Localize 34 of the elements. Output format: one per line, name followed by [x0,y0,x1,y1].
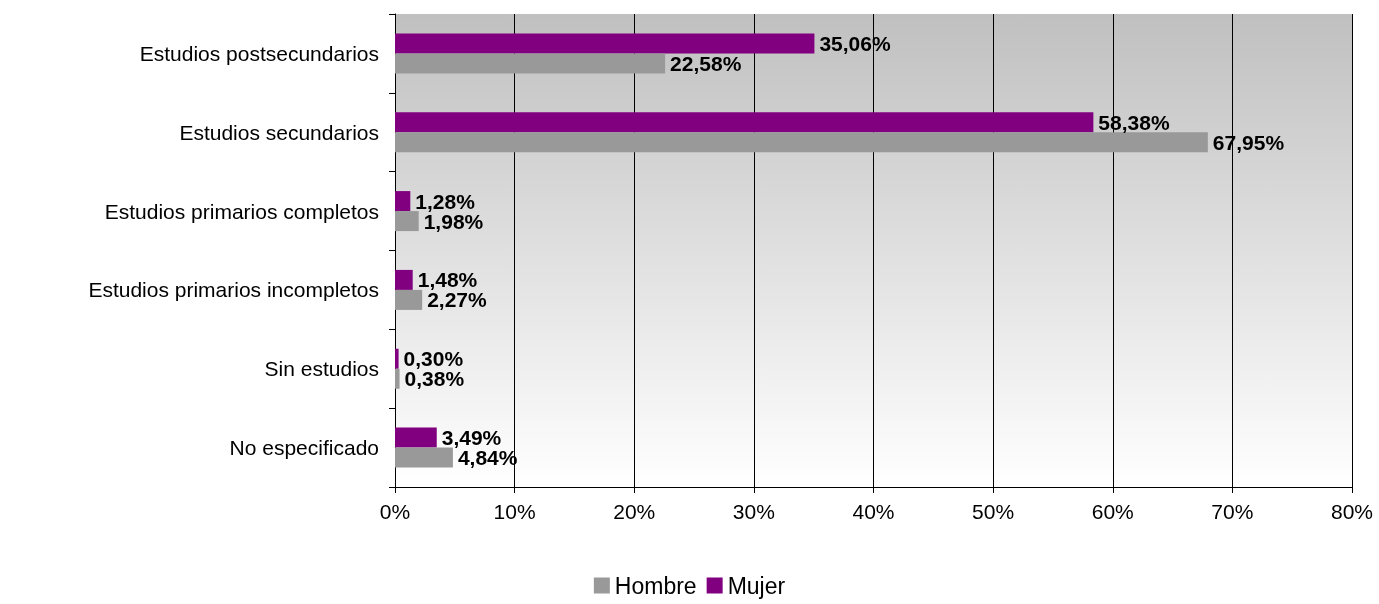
x-tick-label: 20% [613,500,656,523]
bar [395,132,1208,153]
bar [395,447,453,468]
data-label: 22,58% [670,51,742,75]
y-tick-label: Estudios secundarios [179,120,379,144]
x-tick-label: 30% [732,500,775,523]
data-label: 0,30% [403,347,464,371]
data-label: 3,49% [441,426,502,450]
y-tick-label: Estudios primarios incompletos [88,278,379,302]
y-tick-label: No especificado [229,436,379,460]
x-tick-label: 10% [493,500,536,523]
y-tick-label: Estudios postsecundarios [139,41,379,65]
bar [395,368,400,389]
x-tick-label: 40% [852,500,895,523]
legend-label: Mujer [727,572,786,599]
x-tick-label: 60% [1091,500,1134,523]
legend-label: Hombre [614,572,697,599]
x-tick-label: 70% [1211,500,1254,523]
y-tick-label: Estudios primarios completos [104,199,379,223]
bar [395,269,413,290]
x-tick-label: 80% [1330,500,1374,523]
y-tick-label: Sin estudios [264,357,379,381]
data-label: 1,48% [417,268,478,292]
bar [395,33,815,54]
x-tick-label: 0% [379,500,411,523]
data-label: 1,28% [415,189,476,213]
bar [395,211,419,232]
bar [395,53,666,74]
bar [395,348,399,369]
bar [395,112,1094,133]
bar [395,427,437,448]
bar [395,289,423,310]
bar [395,191,411,212]
x-tick-label: 50% [972,500,1015,523]
